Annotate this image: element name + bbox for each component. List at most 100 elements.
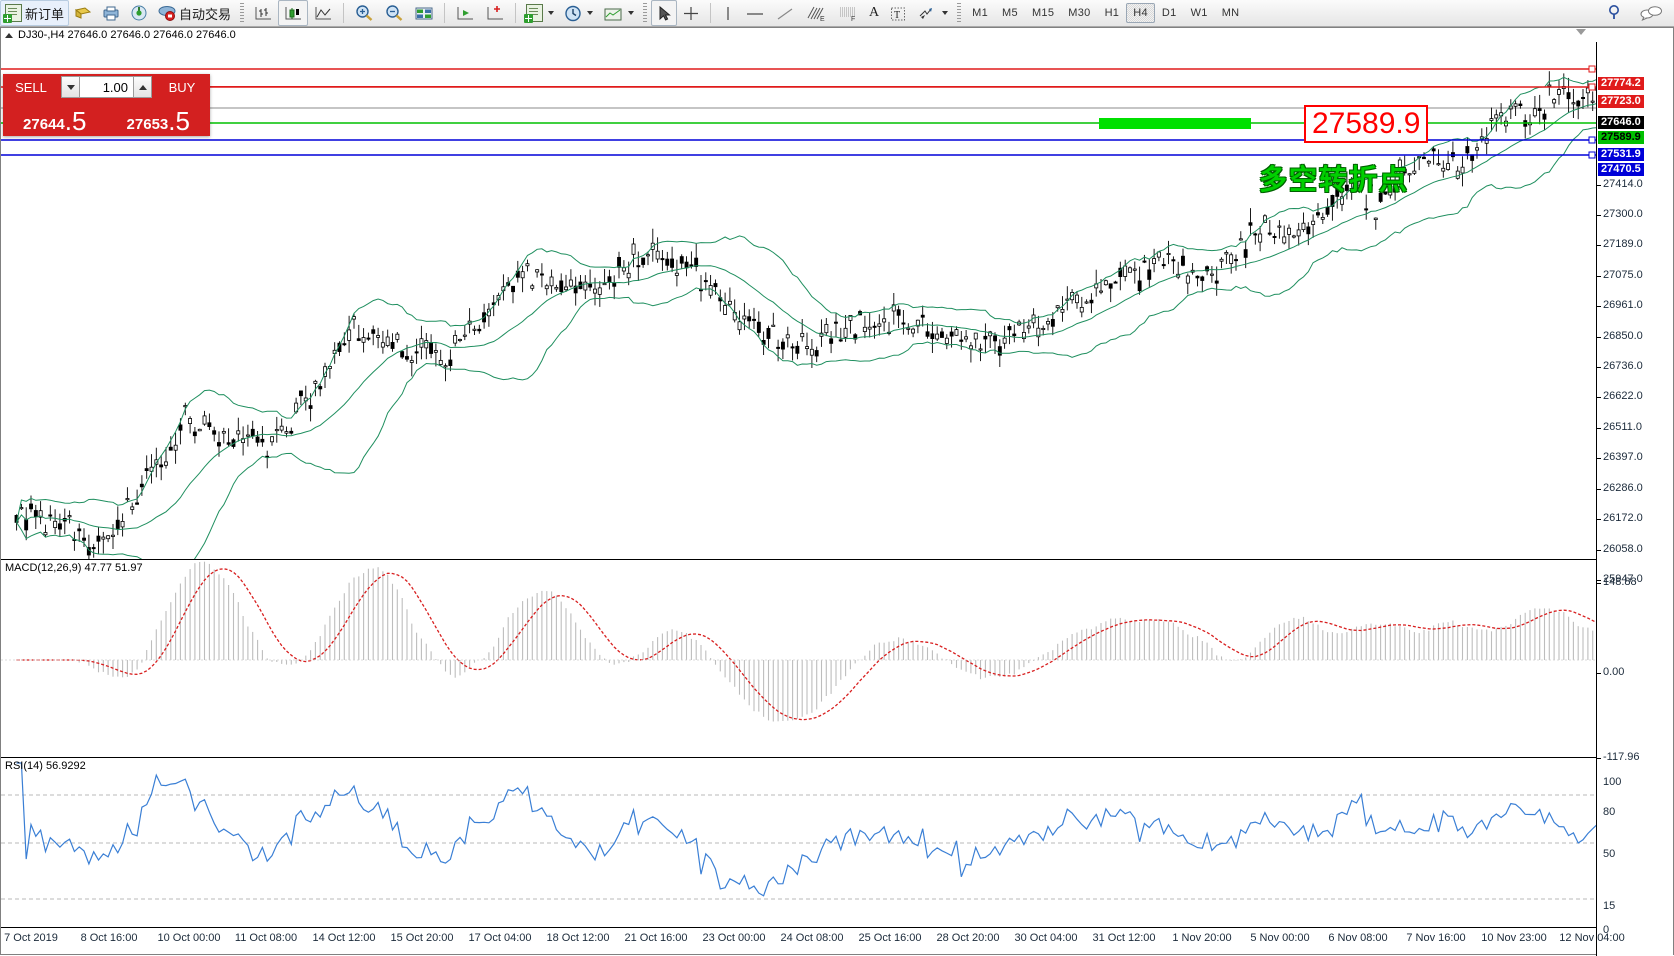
new-order-button[interactable]: 新订单	[0, 0, 70, 26]
volume-stepper[interactable]: 1.00	[61, 76, 152, 98]
buy-price[interactable]: 27653 .5	[107, 100, 209, 134]
timeframe-m5[interactable]: M5	[1002, 7, 1018, 19]
text-button[interactable]: A	[864, 0, 884, 26]
templates-icon	[604, 8, 622, 20]
toolbar-separator-4	[710, 3, 712, 23]
zoom-out-button[interactable]	[379, 0, 409, 26]
time-axis[interactable]: 7 Oct 2019 8 Oct 16:00 10 Oct 00:00 11 Oct …	[1, 927, 1625, 954]
timeframe-h1[interactable]: H1	[1104, 7, 1120, 19]
cursor-button[interactable]	[651, 0, 678, 26]
time-axis-label: 24 Oct 08:00	[780, 932, 844, 944]
rsi-axis-label: 0	[1603, 924, 1610, 936]
crosshair-icon	[684, 6, 699, 20]
new-chart-button[interactable]	[521, 0, 559, 26]
time-axis-label: 21 Oct 16:00	[624, 932, 688, 944]
price-axis-tick	[1597, 306, 1601, 307]
fibonacci-button[interactable]: F	[832, 0, 864, 26]
timeframe-m15[interactable]: M15	[1031, 7, 1055, 19]
timeframe-m30[interactable]: M30	[1068, 7, 1091, 19]
data-window-button[interactable]	[409, 0, 439, 26]
sell-price[interactable]: 27644 .5	[4, 100, 106, 134]
equidistant-channel-icon: E	[807, 6, 825, 22]
collapse-icon[interactable]	[5, 32, 13, 38]
price-axis-label: 26172.0	[1603, 512, 1643, 524]
rsi-label: RSI(14) 56.9292	[5, 760, 86, 772]
price-level-chip-27531.9[interactable]: 27531.9	[1598, 148, 1644, 161]
price-annotation-box[interactable]: 27589.9	[1304, 105, 1429, 143]
timeframe-d1[interactable]: D1	[1161, 7, 1177, 19]
volume-increase-button[interactable]	[133, 76, 152, 98]
profiles-button[interactable]	[69, 0, 97, 26]
strategy-tester-icon	[487, 6, 504, 20]
chevron-down-icon-3[interactable]	[628, 11, 635, 15]
cursor-icon	[659, 5, 671, 21]
search-icon[interactable]	[1606, 4, 1626, 22]
autotrade-button[interactable]: 自动交易	[153, 0, 236, 26]
line-chart-icon	[315, 7, 332, 20]
price-level-chip-27470.5[interactable]: 27470.5	[1598, 163, 1644, 176]
vertical-line-button[interactable]	[716, 0, 740, 26]
chevron-down-icon-2[interactable]	[587, 11, 594, 15]
price-axis-label: 27189.0	[1603, 238, 1643, 250]
buy-button[interactable]: BUY	[154, 74, 210, 100]
period-icon	[565, 5, 581, 21]
price-level-chip-27589.9[interactable]: 27589.9	[1598, 131, 1644, 144]
chevron-down-icon-4[interactable]	[942, 11, 949, 15]
time-axis-label: 5 Nov 00:00	[1250, 932, 1310, 944]
time-axis-label: 30 Oct 04:00	[1014, 932, 1078, 944]
chinese-annotation-label[interactable]: 多空转折点	[1259, 163, 1410, 196]
price-axis-label: 27300.0	[1603, 208, 1643, 220]
timeframe-mn[interactable]: MN	[1221, 7, 1240, 19]
price-axis-tick	[1597, 367, 1601, 368]
price-level-chip-27774.2[interactable]: 27774.2	[1598, 77, 1644, 90]
line-chart-button[interactable]	[308, 0, 338, 26]
buy-price-integer: 27653	[126, 116, 169, 133]
scroll-marker[interactable]	[1576, 29, 1587, 35]
trendline-button[interactable]	[770, 0, 800, 26]
sell-button[interactable]: SELL	[3, 74, 59, 100]
toolbar-grip-3[interactable]	[957, 3, 962, 23]
volume-decrease-button[interactable]	[61, 76, 80, 98]
price-axis[interactable]: 27774.2 27723.0 27646.0 27589.9 27531.9 27470…	[1596, 42, 1673, 956]
time-axis-label: 11 Oct 08:00	[234, 932, 298, 944]
candlestick-chart-button[interactable]	[278, 0, 309, 26]
fibonacci-icon: F	[840, 7, 855, 22]
zoom-in-button[interactable]	[349, 0, 379, 26]
arrows-icon	[919, 7, 933, 19]
price-level-chip-27723.0[interactable]: 27723.0	[1598, 95, 1644, 108]
price-axis-label: 27414.0	[1603, 178, 1643, 190]
price-axis-tick	[1597, 550, 1601, 551]
timeframe-m1[interactable]: M1	[972, 7, 989, 19]
trade-panel-prices-row: 27644 .5 27653 .5	[3, 100, 210, 134]
macd-label: MACD(12,26,9) 47.77 51.97	[5, 562, 143, 574]
print-button[interactable]	[97, 0, 125, 26]
templates-button[interactable]	[598, 0, 639, 26]
macd-axis-label: -117.96	[1603, 751, 1640, 763]
label-button[interactable]: T	[884, 0, 912, 26]
chart-titlebar: DJ30-,H4 27646.0 27646.0 27646.0 27646.0	[1, 28, 1673, 42]
macd-axis-label: 148.88	[1603, 576, 1637, 588]
chat-icon[interactable]	[1638, 4, 1664, 22]
timeframe-h4[interactable]: H4	[1126, 3, 1155, 23]
crosshair-button[interactable]	[677, 0, 705, 26]
rsi-pane[interactable]: RSI(14) 56.9292	[1, 757, 1596, 929]
price-level-chip-27646.0[interactable]: 27646.0	[1598, 116, 1644, 129]
bar-chart-button[interactable]	[248, 0, 278, 26]
volume-input[interactable]: 1.00	[80, 76, 133, 98]
one-click-trading-panel[interactable]: SELL 1.00 BUY 27644 .5 27653 .5	[3, 74, 210, 136]
strategy-tester-button[interactable]	[480, 0, 510, 26]
arrows-button[interactable]	[912, 0, 953, 26]
period-button[interactable]	[559, 0, 598, 26]
chevron-down-icon[interactable]	[548, 11, 555, 15]
terminal-button[interactable]	[450, 0, 480, 26]
autotrade-label: 自动交易	[179, 6, 232, 22]
toolbar-grip[interactable]	[240, 3, 245, 23]
timeframe-w1[interactable]: W1	[1190, 7, 1208, 19]
macd-axis-label: 0.00	[1603, 666, 1625, 678]
signals-button[interactable]	[125, 0, 153, 26]
horizontal-line-button[interactable]	[740, 0, 770, 26]
data-window-icon	[415, 7, 433, 20]
equidistant-channel-button[interactable]: E	[800, 0, 832, 26]
toolbar-grip-2[interactable]	[643, 3, 648, 23]
macd-pane[interactable]: MACD(12,26,9) 47.77 51.97	[1, 559, 1596, 757]
